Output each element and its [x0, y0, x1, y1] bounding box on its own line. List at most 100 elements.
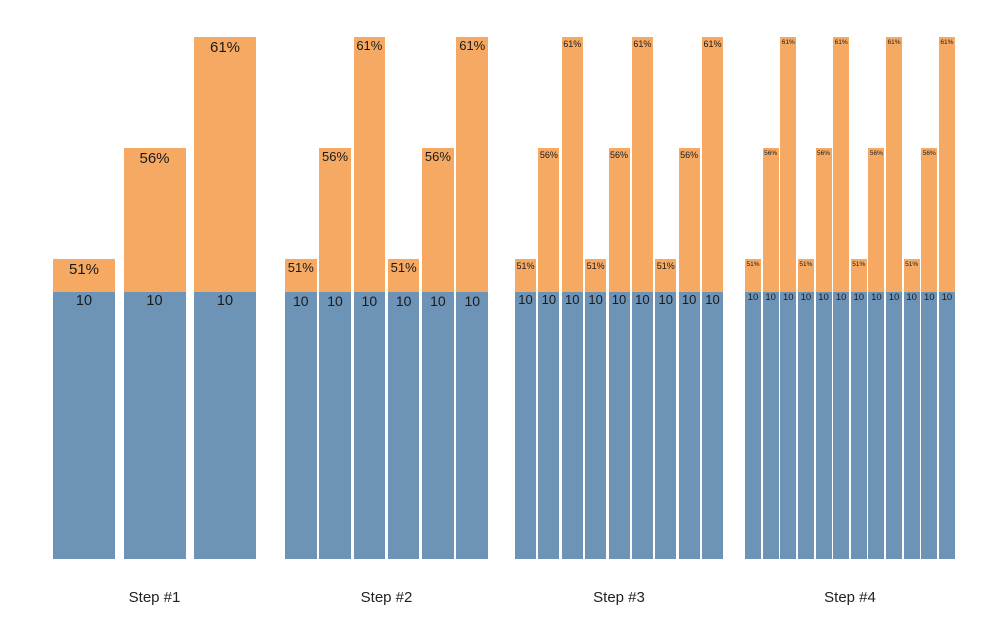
bar-step2-6: 61% 10: [456, 36, 488, 559]
top-segment-label: 61%: [940, 38, 954, 46]
bottom-segment: 10: [797, 292, 814, 559]
top-segment: 61%: [456, 36, 488, 292]
top-segment-label: 51%: [68, 260, 100, 278]
top-segment: 56%: [538, 147, 560, 292]
top-segment: 56%: [319, 147, 351, 292]
top-segment: 56%: [678, 147, 700, 292]
top-segment-label: 61%: [356, 37, 383, 53]
bottom-segment-label: 10: [327, 293, 343, 309]
top-segment: 56%: [815, 147, 832, 292]
bar-step1-1: 51% 10: [53, 258, 115, 559]
top-segment-label: 61%: [459, 37, 486, 53]
top-segment-label: 56%: [922, 149, 936, 157]
bar-step4-1: 51% 10: [745, 258, 761, 559]
bottom-segment: 10: [285, 292, 317, 559]
bar-step3-5: 56% 10: [608, 147, 630, 559]
bottom-segment: 10: [850, 292, 867, 559]
top-segment-label: 61%: [633, 38, 652, 49]
bottom-segment-label: 10: [705, 292, 720, 307]
bottom-segment-label: 10: [765, 292, 776, 303]
top-segment-label: 56%: [539, 149, 558, 160]
top-segment-label: 56%: [680, 149, 699, 160]
bottom-segment-label: 10: [835, 292, 847, 303]
bar-step1-3: 61% 10: [194, 36, 256, 559]
top-segment-label: 51%: [656, 260, 675, 271]
bottom-segment-label: 10: [395, 293, 412, 309]
bottom-segment: 10: [745, 292, 761, 559]
bottom-segment-label: 10: [464, 293, 481, 309]
top-segment-label: 56%: [869, 149, 883, 157]
bar-step2-1: 51% 10: [285, 258, 317, 559]
bottom-segment: 10: [123, 292, 186, 559]
bar-step3-3: 61% 10: [561, 36, 583, 559]
top-segment-label: 61%: [887, 38, 901, 46]
top-segment: 51%: [53, 258, 115, 292]
bottom-segment: 10: [921, 292, 938, 559]
bottom-segment-label: 10: [853, 292, 865, 303]
bottom-segment-label: 10: [611, 292, 627, 307]
top-segment-label: 61%: [209, 38, 241, 56]
bar-step2-3: 61% 10: [353, 36, 386, 559]
top-segment: 51%: [745, 258, 761, 292]
top-segment: 56%: [762, 147, 779, 292]
bar-step4-9: 61% 10: [886, 36, 902, 559]
bottom-segment: 10: [353, 292, 386, 559]
top-segment: 61%: [194, 36, 256, 292]
top-segment-label: 61%: [563, 38, 582, 49]
top-segment: 56%: [422, 147, 454, 292]
bottom-segment: 10: [53, 292, 115, 559]
top-segment: 51%: [850, 258, 867, 292]
top-segment: 61%: [631, 36, 653, 292]
bottom-segment: 10: [868, 292, 885, 559]
bottom-segment: 10: [456, 292, 488, 559]
step-label-1: Step #1: [128, 589, 181, 606]
step-label-3: Step #3: [593, 589, 645, 606]
top-segment: 61%: [702, 36, 723, 292]
top-segment-label: 56%: [139, 149, 170, 167]
top-segment-label: 61%: [781, 38, 795, 46]
top-segment: 61%: [561, 36, 583, 292]
bar-step4-8: 56% 10: [868, 147, 885, 559]
top-segment: 51%: [903, 258, 920, 292]
bar-step3-9: 61% 10: [702, 36, 723, 559]
top-segment: 51%: [797, 258, 814, 292]
bottom-segment: 10: [903, 292, 920, 559]
bottom-segment: 10: [608, 292, 630, 559]
bar-step4-12: 61% 10: [938, 36, 955, 559]
top-segment-label: 56%: [764, 149, 778, 157]
top-segment: 56%: [608, 147, 630, 292]
step-group-4: 51% 10 56% 10 61% 10 51% 10 56% 10 61% 10 51% 10 56% 10…: [745, 36, 955, 559]
bar-step4-2: 56% 10: [762, 147, 779, 559]
top-segment: 61%: [833, 36, 850, 292]
top-segment-label: 51%: [287, 259, 314, 275]
bottom-segment-label: 10: [75, 293, 93, 309]
bar-step2-4: 51% 10: [387, 258, 420, 559]
top-segment: 51%: [515, 258, 536, 292]
bottom-segment-label: 10: [518, 292, 533, 307]
bottom-segment: 10: [678, 292, 700, 559]
bar-step2-5: 56% 10: [422, 147, 454, 559]
bar-step4-3: 61% 10: [780, 36, 797, 559]
bottom-segment-label: 10: [941, 292, 953, 303]
bottom-segment: 10: [194, 292, 256, 559]
bottom-segment: 10: [319, 292, 351, 559]
top-segment: 56%: [123, 147, 186, 292]
top-segment: 51%: [655, 258, 677, 292]
bottom-segment-label: 10: [565, 292, 580, 307]
top-segment-label: 51%: [905, 260, 919, 268]
bottom-segment: 10: [762, 292, 779, 559]
top-segment-label: 51%: [799, 260, 813, 268]
bottom-segment: 10: [538, 292, 560, 559]
bottom-segment-label: 10: [146, 293, 163, 309]
bottom-segment: 10: [585, 292, 607, 559]
top-segment-label: 51%: [746, 260, 760, 268]
bar-step3-1: 51% 10: [515, 258, 536, 559]
bottom-segment: 10: [815, 292, 832, 559]
bottom-segment: 10: [422, 292, 454, 559]
bottom-segment: 10: [780, 292, 797, 559]
bottom-segment-label: 10: [658, 292, 673, 307]
bottom-segment: 10: [886, 292, 902, 559]
top-segment: 61%: [353, 36, 386, 292]
bottom-segment: 10: [515, 292, 536, 559]
